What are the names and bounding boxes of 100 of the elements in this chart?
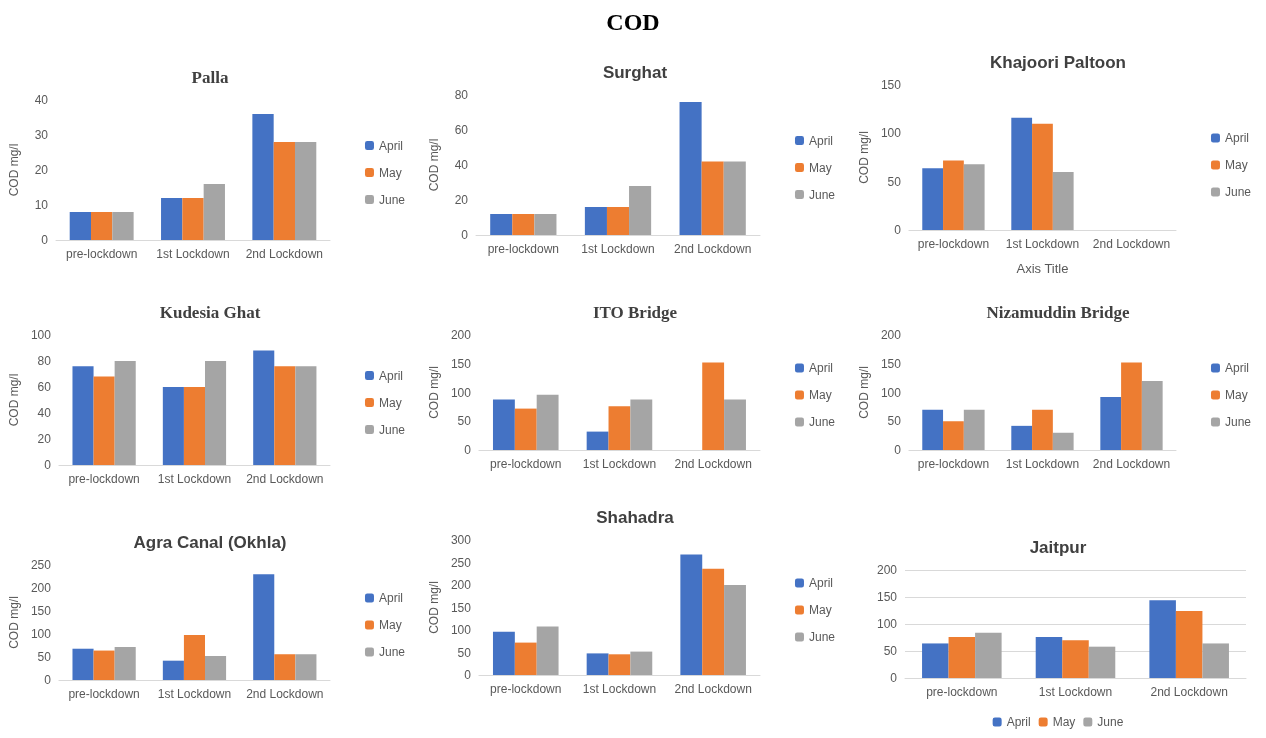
bar: [69, 212, 92, 240]
x-tick-label: 1st Lockdown: [157, 687, 232, 701]
y-tick-label: 100: [876, 617, 898, 631]
chart-title: Shahadra: [596, 508, 675, 527]
bar: [534, 214, 557, 235]
y-tick-label: 60: [37, 380, 52, 394]
y-tick-label: 50: [887, 414, 902, 429]
bar: [1032, 123, 1053, 230]
y-tick-label: 10: [34, 198, 49, 212]
x-tick-label: 2nd Lockdown: [1150, 685, 1228, 699]
bar: [492, 399, 515, 450]
bar: [183, 634, 205, 680]
bar: [274, 366, 296, 465]
legend-label: May: [1224, 158, 1248, 172]
chart-title: Kudesia Ghat: [159, 303, 261, 322]
chart-title: Khajoori Paltoon: [990, 53, 1126, 72]
chart-title: Surghat: [602, 63, 668, 82]
x-tick-label: 1st Lockdown: [1005, 457, 1080, 471]
y-tick-label: 30: [34, 128, 49, 142]
y-tick-label: 100: [30, 328, 52, 342]
bar: [93, 376, 115, 465]
bar: [294, 142, 317, 240]
y-tick-label: 80: [37, 354, 52, 368]
x-tick-label: 2nd Lockdown: [1092, 237, 1171, 251]
x-tick-label: 1st Lockdown: [1038, 685, 1113, 699]
bar: [492, 631, 515, 675]
bar: [514, 642, 537, 675]
y-tick-label: 200: [450, 578, 472, 592]
bar: [273, 142, 295, 240]
x-tick-label: 1st Lockdown: [581, 242, 655, 256]
x-tick-label: 2nd Lockdown: [674, 457, 752, 471]
legend-label: June: [1097, 715, 1124, 729]
bar: [274, 654, 296, 680]
legend-label: April: [1006, 715, 1031, 729]
bar: [252, 114, 274, 240]
y-tick-label: 150: [880, 78, 902, 92]
x-tick-label: 1st Lockdown: [582, 682, 657, 696]
legend-label: June: [378, 645, 406, 659]
bar: [608, 406, 631, 450]
bar: [514, 408, 537, 450]
x-tick-label: pre-lockdown: [65, 247, 138, 261]
y-tick-label: 0: [44, 673, 52, 687]
bar: [724, 399, 746, 450]
y-tick-label: 0: [464, 443, 472, 457]
legend-label: May: [378, 395, 402, 410]
bar: [608, 654, 631, 675]
y-tick-label: 150: [876, 590, 898, 604]
bar: [1088, 646, 1116, 678]
bar: [93, 650, 115, 680]
bar: [161, 198, 183, 240]
bar: [701, 161, 724, 235]
y-axis-title: COD mg/l: [7, 596, 21, 649]
y-tick-label: 100: [450, 623, 472, 637]
x-tick-label: 2nd Lockdown: [246, 472, 324, 486]
bar: [943, 421, 964, 450]
legend-label: April: [378, 138, 403, 153]
bar: [922, 643, 949, 678]
bar: [943, 160, 964, 230]
bar: [630, 399, 653, 450]
y-tick-label: 80: [454, 88, 469, 102]
bar: [205, 656, 227, 680]
bar: [512, 214, 535, 235]
x-tick-label: 2nd Lockdown: [1092, 457, 1171, 471]
bar: [1011, 425, 1033, 450]
bar: [680, 554, 703, 675]
legend-label: June: [808, 415, 836, 429]
x-tick-label: 1st Lockdown: [582, 457, 657, 471]
x-tick-label: pre-lockdown: [926, 685, 998, 699]
bar: [205, 361, 227, 465]
x-tick-label: 2nd Lockdown: [673, 242, 752, 256]
bar: [253, 350, 275, 465]
bar: [922, 168, 944, 230]
x-tick-label: pre-lockdown: [917, 457, 990, 471]
x-tick-label: pre-lockdown: [490, 457, 562, 471]
bar: [922, 409, 944, 450]
bar: [702, 362, 725, 450]
y-tick-label: 0: [461, 228, 469, 242]
bar: [1121, 362, 1142, 450]
y-tick-label: 150: [450, 356, 472, 371]
y-tick-label: 0: [894, 443, 902, 457]
legend-label: June: [1224, 185, 1252, 199]
bar: [203, 184, 225, 240]
bar: [72, 648, 94, 680]
x-tick-label: pre-lockdown: [487, 242, 560, 256]
x-tick-label: 2nd Lockdown: [245, 247, 324, 261]
y-tick-label: 250: [30, 558, 52, 572]
bar: [1141, 381, 1163, 450]
bar: [182, 198, 204, 240]
y-tick-label: 200: [30, 581, 52, 595]
bar: [72, 366, 94, 465]
bar: [112, 212, 134, 240]
bar: [630, 651, 653, 675]
y-tick-label: 50: [37, 650, 52, 664]
legend-label: May: [808, 603, 832, 617]
bar: [253, 574, 275, 680]
y-tick-label: 40: [34, 93, 49, 107]
y-tick-label: 50: [883, 644, 898, 658]
y-tick-label: 100: [880, 385, 902, 400]
bar: [702, 568, 725, 675]
bar: [724, 585, 746, 675]
